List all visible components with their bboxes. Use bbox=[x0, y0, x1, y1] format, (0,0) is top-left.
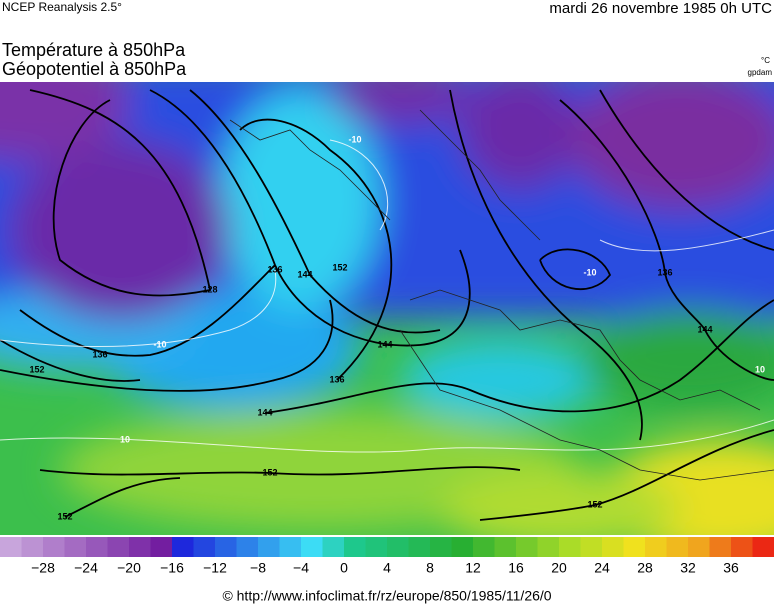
colorbar-label: 16 bbox=[508, 560, 524, 576]
colorbar-swatch bbox=[236, 537, 259, 557]
colorbar-label: 36 bbox=[723, 560, 739, 576]
map: 128 136 144 152 144 136 144 152 152 152 136 144 152 1… bbox=[0, 82, 774, 535]
colorbar-swatch bbox=[666, 537, 689, 557]
colorbar-swatch bbox=[107, 537, 130, 557]
colorbar-label: 12 bbox=[465, 560, 481, 576]
colorbar-swatch bbox=[215, 537, 237, 557]
colorbar-swatch bbox=[580, 537, 603, 557]
colorbar-label: 32 bbox=[680, 560, 696, 576]
colorbar: −28 −24 −20 −16 −12 −8 −4 0 4 8 12 16 20 24 28 32 36 bbox=[0, 537, 774, 576]
colorbar-swatch bbox=[602, 537, 624, 557]
contour-label: 152 bbox=[587, 499, 602, 509]
colorbar-swatch bbox=[709, 537, 732, 557]
date: mardi 26 novembre 1985 0h UTC bbox=[549, 0, 772, 17]
contour-label: -10 bbox=[348, 134, 361, 144]
colorbar-label: 20 bbox=[551, 560, 567, 576]
colorbar-swatch bbox=[301, 537, 323, 557]
colorbar-swatch bbox=[494, 537, 517, 557]
contour-label: 144 bbox=[377, 339, 392, 349]
colorbar-label: 0 bbox=[340, 560, 348, 576]
colorbar-label: −16 bbox=[160, 560, 184, 576]
contour-label: 136 bbox=[329, 374, 344, 384]
colorbar-swatch bbox=[752, 537, 774, 557]
contour-label: -10 bbox=[583, 267, 596, 277]
footer: © http://www.infoclimat.fr/rz/europe/850… bbox=[222, 588, 551, 604]
colorbar-swatch bbox=[430, 537, 452, 557]
colorbar-swatch bbox=[473, 537, 495, 557]
contour-label: 144 bbox=[257, 407, 272, 417]
source: NCEP Reanalysis 2.5° bbox=[2, 0, 122, 14]
colorbar-label: −28 bbox=[31, 560, 55, 576]
colorbar-swatch bbox=[408, 537, 431, 557]
contour-label: 136 bbox=[92, 349, 107, 359]
colorbar-swatch bbox=[86, 537, 108, 557]
colorbar-swatch bbox=[129, 537, 151, 557]
colorbar-swatch bbox=[451, 537, 474, 557]
colorbar-swatch bbox=[645, 537, 667, 557]
colorbar-label: −20 bbox=[117, 560, 141, 576]
contour-label: 136 bbox=[657, 267, 672, 277]
contour-label: 152 bbox=[57, 511, 72, 521]
contour-label: 128 bbox=[202, 284, 217, 294]
contour-label: 144 bbox=[697, 324, 712, 334]
contour-label: 10 bbox=[120, 434, 130, 444]
colorbar-swatch bbox=[537, 537, 560, 557]
contour-label: 152 bbox=[262, 467, 277, 477]
colorbar-swatch bbox=[731, 537, 753, 557]
colorbar-label: 24 bbox=[594, 560, 610, 576]
colorbar-swatch bbox=[172, 537, 194, 557]
contour-label: 152 bbox=[29, 364, 44, 374]
colorbar-swatch bbox=[365, 537, 388, 557]
colorbar-swatch bbox=[516, 537, 538, 557]
colorbar-swatch bbox=[344, 537, 366, 557]
colorbar-label: 28 bbox=[637, 560, 653, 576]
title-temperature: Température à 850hPa bbox=[2, 40, 186, 60]
contour-label: 144 bbox=[297, 269, 312, 279]
colorbar-swatch bbox=[387, 537, 409, 557]
colorbar-label: −12 bbox=[203, 560, 227, 576]
colorbar-label: 8 bbox=[426, 560, 434, 576]
colorbar-swatch bbox=[64, 537, 87, 557]
unit-temperature: °C bbox=[761, 56, 770, 65]
colorbar-label: 4 bbox=[383, 560, 391, 576]
colorbar-swatch bbox=[322, 537, 345, 557]
title-geopotential: Géopotentiel à 850hPa bbox=[2, 59, 187, 79]
contour-label: 152 bbox=[332, 262, 347, 272]
colorbar-swatch bbox=[193, 537, 216, 557]
colorbar-swatch bbox=[279, 537, 302, 557]
colorbar-swatch bbox=[21, 537, 44, 557]
colorbar-swatch bbox=[559, 537, 581, 557]
contour-label: 136 bbox=[267, 264, 282, 274]
colorbar-swatch bbox=[623, 537, 646, 557]
contour-label: 10 bbox=[755, 364, 765, 374]
colorbar-swatch bbox=[688, 537, 710, 557]
contour-label: -10 bbox=[153, 339, 166, 349]
colorbar-label: −8 bbox=[250, 560, 266, 576]
colorbar-swatch bbox=[258, 537, 280, 557]
colorbar-swatch bbox=[43, 537, 65, 557]
colorbar-swatch bbox=[150, 537, 173, 557]
unit-geopotential: gpdam bbox=[748, 68, 773, 77]
colorbar-label: −4 bbox=[293, 560, 309, 576]
colorbar-swatch bbox=[0, 537, 22, 557]
colorbar-label: −24 bbox=[74, 560, 98, 576]
